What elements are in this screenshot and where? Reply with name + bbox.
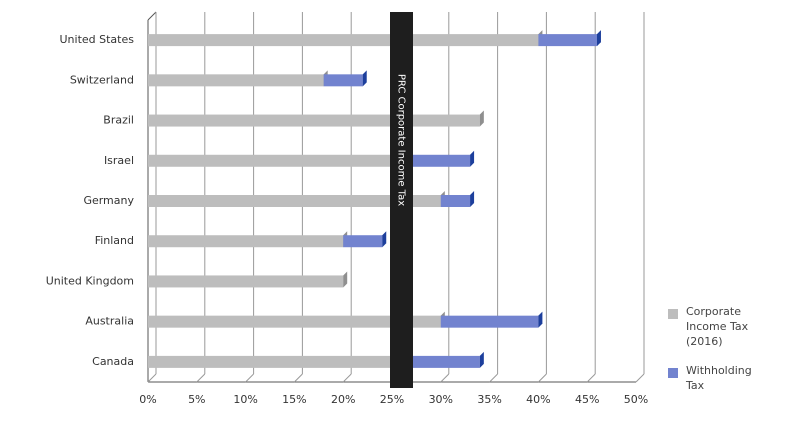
y-tick-label: Finland — [95, 234, 134, 247]
bar — [323, 70, 367, 87]
x-tick-label: 40% — [526, 393, 550, 406]
bar-face — [148, 355, 402, 368]
legend-swatch — [668, 368, 678, 378]
bar — [440, 311, 543, 328]
x-tick-label: 15% — [282, 393, 306, 406]
bar — [148, 351, 406, 368]
legend-label: Corporate Income Tax (2016) — [686, 305, 749, 348]
bar-end — [470, 191, 475, 207]
x-tick-label: 20% — [331, 393, 355, 406]
bar-face — [148, 114, 480, 127]
bar-face — [538, 34, 597, 47]
bar — [401, 351, 484, 368]
bar-face — [401, 355, 480, 368]
y-tick-label: United States — [60, 33, 135, 46]
bar-face — [440, 315, 539, 328]
tick-mark — [538, 373, 547, 383]
x-tick-label: 30% — [429, 393, 453, 406]
bar-face — [148, 154, 392, 167]
bar — [148, 110, 484, 127]
tick-mark — [440, 373, 450, 383]
x-tick-label: 25% — [380, 393, 404, 406]
bar-end — [470, 150, 475, 167]
bar — [538, 30, 601, 47]
x-tick-label: 50% — [624, 393, 648, 406]
legend-label: Withholding Tax — [686, 364, 752, 392]
tick-mark — [147, 373, 157, 383]
bar-face — [343, 235, 383, 248]
y-tick-label: Germany — [83, 194, 134, 207]
bar-face — [148, 34, 539, 47]
y-tick-label: United Kingdom — [46, 274, 134, 287]
x-tick-label: 5% — [188, 393, 205, 406]
x-tick-label: 0% — [139, 393, 156, 406]
tick-mark — [342, 373, 352, 383]
bar-face — [148, 275, 344, 288]
bar-face — [148, 315, 441, 328]
bar-face — [148, 74, 324, 87]
bar-end — [362, 70, 367, 87]
x-tick-label: 35% — [477, 393, 501, 406]
tick-mark — [245, 373, 254, 383]
bar — [148, 150, 396, 167]
y-tick-label: Switzerland — [70, 73, 134, 86]
reference-band — [390, 12, 413, 388]
bar-end — [538, 311, 543, 328]
legend-swatch — [668, 309, 678, 319]
tick-mark — [294, 373, 303, 383]
y-tick-label: Canada — [92, 355, 134, 368]
bar — [148, 231, 348, 248]
x-tick-label: 45% — [575, 393, 599, 406]
bar-face — [148, 195, 441, 207]
bar-end — [479, 351, 484, 368]
bar — [440, 191, 475, 207]
bar — [148, 30, 543, 47]
axis — [147, 11, 157, 21]
y-tick-label: Australia — [85, 315, 134, 328]
tick-mark — [586, 373, 596, 383]
x-tick-label: 10% — [233, 393, 257, 406]
bar-end — [382, 231, 387, 248]
bar-face — [148, 235, 344, 248]
bar-end — [343, 271, 348, 288]
annotation: PRC Corporate Income Tax — [396, 74, 407, 206]
bar — [148, 271, 348, 288]
bar — [343, 231, 387, 248]
bar-end — [479, 110, 484, 127]
y-tick-label: Brazil — [103, 114, 134, 127]
bar-face — [323, 74, 363, 87]
y-tick-label: Israel — [104, 154, 134, 167]
bar-end — [596, 30, 601, 47]
tick-mark — [635, 373, 645, 383]
bar — [148, 70, 328, 87]
bar-face — [440, 195, 471, 207]
tick-mark — [489, 373, 498, 383]
tick-mark — [196, 373, 206, 383]
